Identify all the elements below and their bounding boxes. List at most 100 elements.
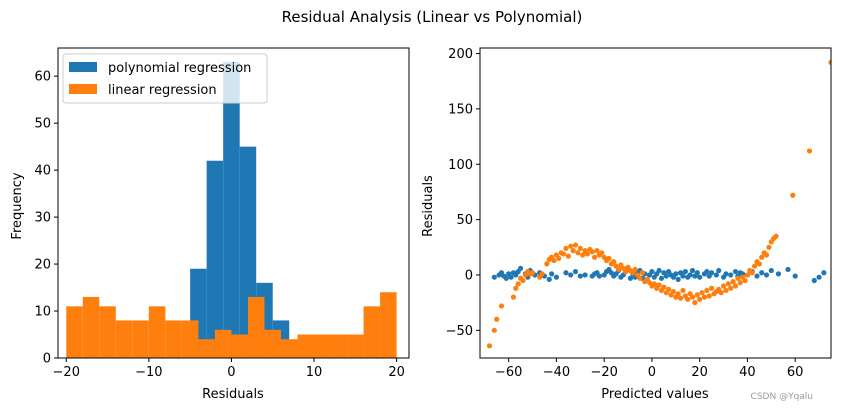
polynomial-bar [206,160,224,358]
polynomial-point [491,274,497,280]
y-tick-label: −50 [446,324,473,339]
polynomial-point [775,271,782,277]
linear-bar [132,320,149,358]
linear-bar [165,320,182,358]
polynomial-point [728,272,734,278]
polynomial-point [821,270,827,276]
linear-point [790,192,796,198]
linear-bar [247,296,265,358]
polynomial-point [663,273,669,279]
linear-point [701,294,708,300]
linear-point [563,245,569,251]
polynomial-point [596,273,602,279]
linear-bar [363,306,381,358]
x-tick-label: 0 [227,365,235,380]
linear-bar [231,334,248,358]
polynomial-point [694,270,700,276]
y-tick-label: 100 [448,158,473,173]
linear-bar [99,306,116,358]
linear-point [560,251,567,257]
linear-point [529,270,536,276]
linear-point [675,291,681,297]
polynomial-point [768,267,774,274]
linear-bar [181,320,199,358]
linear-point [623,269,629,275]
histogram-x-label: Residuals [202,387,264,402]
linear-point [699,290,705,296]
linear-bar [297,334,315,358]
linear-point [639,270,645,276]
linear-point [611,259,617,265]
histogram-frame [57,47,410,359]
y-tick-label: 50 [34,117,51,132]
y-tick-label: 40 [34,164,51,179]
polynomial-point [673,271,679,277]
linear-point [589,249,595,255]
polynomial-point [697,274,703,280]
linear-point [556,255,562,261]
y-tick-label: 60 [34,70,51,85]
x-tick-label: 60 [787,365,804,380]
linear-point [806,148,813,154]
y-tick-label: 10 [34,305,51,320]
linear-point [732,283,739,289]
linear-point [515,281,521,287]
polynomial-point [656,267,662,274]
polynomial-point [508,274,514,280]
x-tick-label: −20 [590,365,617,380]
y-tick-label: 50 [456,213,473,228]
linear-point [584,251,591,257]
polynomial-point [792,273,798,279]
linear-point [828,59,831,65]
scatter-frame [479,47,832,359]
linear-point [594,248,600,254]
polynomial-point [577,273,583,279]
linear-point [551,257,557,264]
linear-point [759,254,765,260]
linear-point [606,255,612,261]
x-tick-label: 20 [691,365,708,380]
scatter-x-label: Predicted values [601,387,709,402]
linear-point [570,248,576,254]
linear-point [751,263,758,269]
histogram-legend: polynomial regression linear regression [62,53,268,104]
linear-point [723,287,729,294]
polynomial-point [572,269,579,275]
linear-point [575,250,581,256]
linear-bar [330,334,348,358]
watermark: CSDN @Yqalu [751,392,813,402]
linear-point [661,284,667,290]
linear-point [749,270,755,276]
linear-point [592,254,598,260]
linear-bar [280,339,298,358]
polynomial-point [553,274,560,280]
linear-bar [214,329,232,358]
linear-point [580,252,586,258]
linear-point [637,275,643,281]
polynomial-point [811,277,817,284]
polynomial-point [785,266,791,273]
linear-point [651,281,657,287]
y-tick-label: 20 [34,258,51,273]
polynomial-point [549,271,555,277]
linear-point [773,233,779,239]
linear-point [599,250,605,256]
x-tick-label: 10 [306,365,323,380]
x-tick-label: 0 [648,365,656,380]
linear-bar [347,334,364,358]
polynomial-point [713,272,719,278]
linear-point [568,243,574,249]
polynomial-bar [223,62,240,358]
legend-swatch-polynomial [69,62,97,72]
figure-title: Residual Analysis (Linear vs Polynomial) [282,8,583,26]
polynomial-point [763,272,770,278]
histogram-panel: −20 −10 0 10 20 0 10 20 30 40 50 60 Residuals Frequ… [10,47,410,402]
polynomial-point [716,267,722,274]
legend-label-polynomial: polynomial regression [108,61,251,76]
polynomial-point [568,272,574,278]
y-tick-label: 200 [448,47,473,62]
linear-point [491,327,497,333]
polynomial-point [709,270,715,276]
linear-point [709,285,715,291]
polynomial-point [816,274,822,280]
